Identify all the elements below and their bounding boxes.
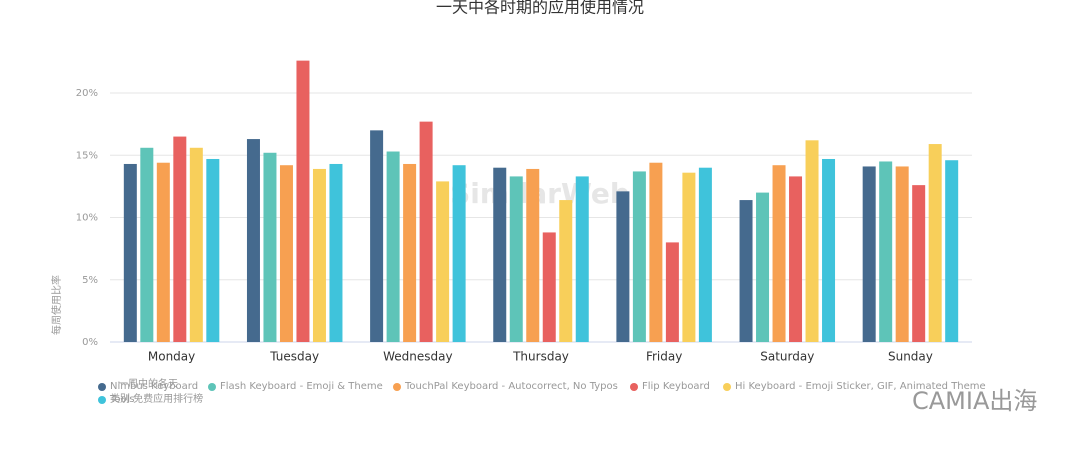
bar [156, 162, 170, 342]
y-tick-label: 10% [76, 213, 98, 224]
bar [698, 167, 712, 342]
bar [805, 140, 819, 342]
bar [632, 171, 646, 342]
legend-label: Nimbus Keyboard [110, 381, 198, 392]
source-watermark: SimilarWeb [450, 177, 630, 210]
bar [329, 163, 343, 342]
legend-label: TouchPal Keyboard - Autocorrect, No Typo… [404, 381, 618, 392]
bar [123, 163, 137, 342]
y-tick-label: 0% [82, 337, 98, 348]
bar [370, 130, 384, 342]
legend-marker [393, 383, 401, 391]
bar [862, 166, 876, 342]
note: 类别 免费应用排行榜 [110, 392, 203, 405]
legend-marker [723, 383, 731, 391]
bar [263, 152, 277, 342]
bar [296, 60, 310, 342]
bar [928, 144, 942, 342]
legend-marker [98, 396, 106, 404]
legend-label: Tools [109, 394, 135, 405]
bar [879, 161, 893, 342]
x-tick-label: Saturday [760, 350, 814, 364]
legend-label: Hi Keyboard - Emoji Sticker, GIF, Animat… [735, 381, 986, 392]
bar [542, 232, 556, 342]
legend-marker [98, 383, 106, 391]
bar [559, 200, 573, 342]
y-tick-label: 20% [76, 88, 98, 99]
legend-label: Flip Keyboard [642, 381, 710, 392]
x-tick-label: Sunday [888, 350, 933, 364]
y-tick-label: 5% [82, 275, 98, 286]
bar [756, 192, 770, 342]
y-tick-label: 15% [76, 150, 98, 161]
bar [575, 176, 589, 342]
bar [665, 242, 679, 342]
bar [895, 166, 909, 342]
bar [386, 151, 400, 342]
bar [206, 158, 220, 342]
watermark: CAMIA出海 [912, 387, 1037, 415]
bar [912, 185, 926, 342]
bar [526, 168, 540, 342]
bar [140, 147, 154, 342]
bar [616, 191, 630, 342]
bar [312, 168, 326, 342]
bar [822, 158, 836, 342]
legend-marker [630, 383, 638, 391]
bar [649, 162, 663, 342]
bar [436, 181, 450, 342]
bar [403, 163, 417, 342]
x-tick-label: Wednesday [383, 350, 452, 364]
x-tick-label: Tuesday [269, 350, 319, 364]
legend-label: Flash Keyboard - Emoji & Theme [220, 381, 383, 392]
bar [789, 176, 803, 342]
bar [945, 160, 959, 342]
bar [682, 172, 696, 342]
x-tick-label: Monday [148, 350, 195, 364]
bar [246, 139, 260, 342]
y-axis-title: 每周使用比率 [50, 275, 63, 335]
x-axis-title: 一周中的各天 [118, 377, 178, 390]
bar [509, 176, 523, 342]
bar [452, 165, 466, 342]
bar [772, 165, 786, 342]
bar [173, 136, 187, 342]
legend-marker [208, 383, 216, 391]
x-tick-label: Thursday [512, 350, 569, 364]
bar [279, 165, 293, 342]
bar [189, 147, 203, 342]
bar [493, 167, 507, 342]
chart-title: 一天中各时期的应用使用情况 [436, 0, 644, 17]
bar [419, 121, 433, 342]
x-tick-label: Friday [646, 350, 682, 364]
bar [739, 200, 753, 342]
